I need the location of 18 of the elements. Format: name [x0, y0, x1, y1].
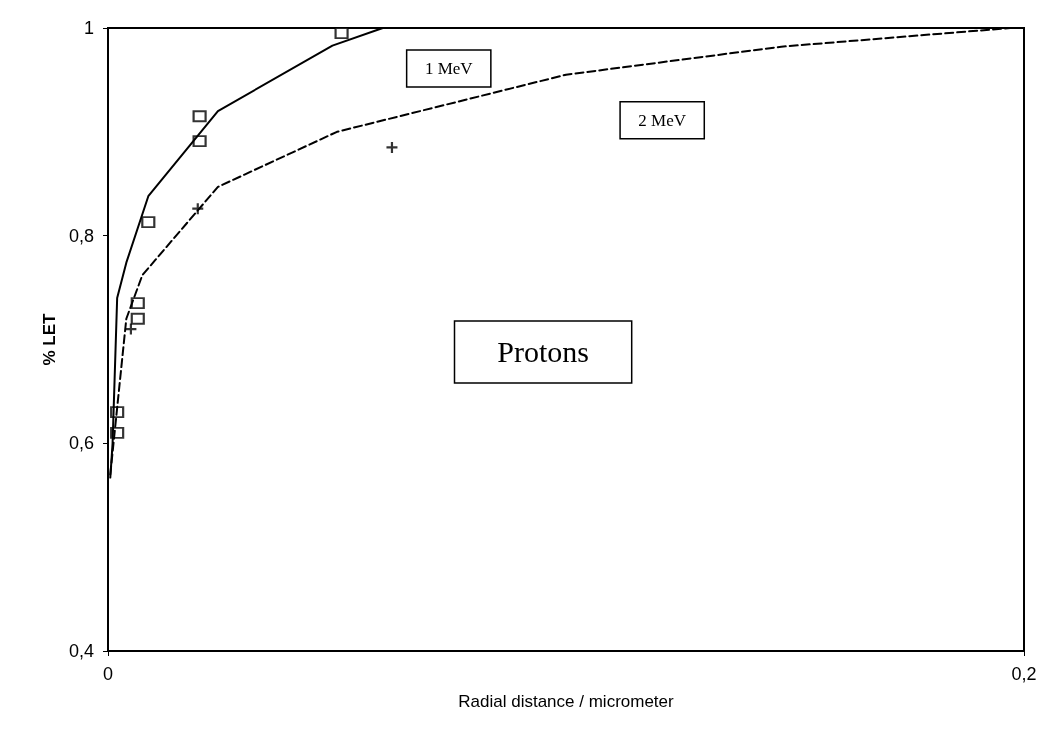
series-label: 1 MeV	[424, 58, 474, 78]
y-tick-label: 0,4	[68, 641, 94, 661]
point	[130, 312, 145, 325]
point	[141, 216, 156, 229]
point	[130, 297, 145, 310]
x-tick-label: 0,2	[1011, 664, 1037, 684]
text: 2 MeV	[638, 110, 687, 130]
point	[192, 135, 207, 148]
y-tick-label: 0,8	[68, 225, 94, 246]
point	[334, 27, 349, 40]
point	[192, 110, 207, 123]
y-tick-label: 1	[83, 18, 94, 38]
annotation: Protons	[497, 335, 589, 369]
y-axis-title: % LET	[40, 312, 60, 366]
x-axis-title: Radial distance / micrometer	[458, 692, 675, 711]
x-tick-label: 0	[102, 664, 114, 684]
y-tick-label: 0,6	[68, 433, 94, 454]
point	[386, 141, 398, 153]
